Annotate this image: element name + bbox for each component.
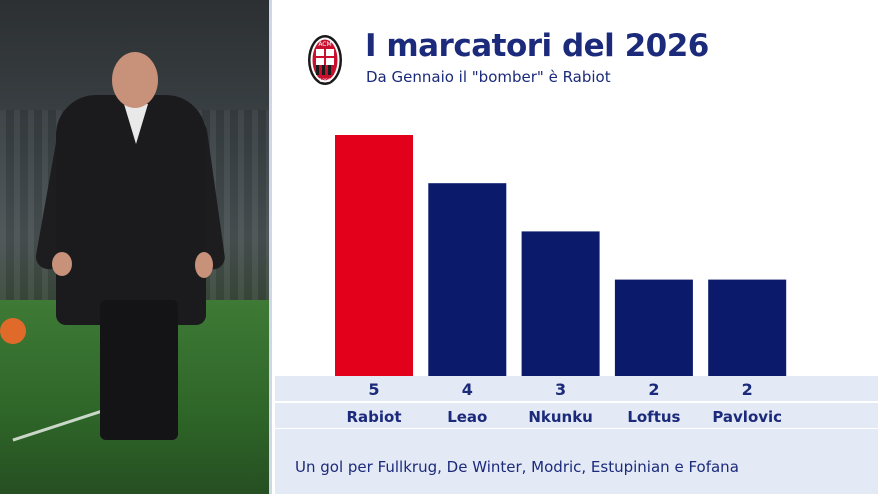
- bar-loftus: [614, 279, 693, 376]
- value-label-leao: 4: [462, 380, 473, 399]
- category-label-nkunku: Nkunku: [528, 408, 593, 426]
- crest-text-bottom: 1899: [319, 78, 331, 84]
- coach-photo: [0, 0, 272, 494]
- bar-nkunku: [521, 231, 600, 376]
- footer-band: [275, 429, 878, 494]
- coach-hand-right: [195, 252, 213, 278]
- bars-group: [335, 135, 787, 376]
- bar-leao: [428, 183, 507, 376]
- bar-rabiot: [335, 135, 413, 376]
- footer-note: Un gol per Fullkrug, De Winter, Modric, …: [295, 458, 739, 476]
- ball-icon: [0, 318, 26, 344]
- value-label-rabiot: 5: [368, 380, 379, 399]
- bar-pavlovic: [708, 279, 787, 376]
- category-label-loftus: Loftus: [627, 408, 680, 426]
- value-labels-group: 5 4 3 2 2: [368, 380, 752, 399]
- labels-band: [275, 403, 878, 428]
- value-label-pavlovic: 2: [742, 380, 753, 399]
- coach-head: [112, 52, 158, 108]
- value-label-nkunku: 3: [555, 380, 566, 399]
- crest-text-top: ACM: [318, 41, 331, 48]
- ac-milan-crest-icon: ACM 1899: [308, 35, 342, 85]
- coach-coat: [56, 95, 206, 325]
- category-labels-group: Rabiot Leao Nkunku Loftus Pavlovic: [346, 408, 782, 426]
- values-band: [275, 376, 878, 401]
- panel-divider: [269, 0, 272, 494]
- category-label-leao: Leao: [447, 408, 487, 426]
- coach-legs: [100, 300, 178, 440]
- value-label-loftus: 2: [648, 380, 659, 399]
- category-label-pavlovic: Pavlovic: [712, 408, 782, 426]
- chart-title: I marcatori del 2026: [365, 28, 709, 64]
- category-label-rabiot: Rabiot: [346, 408, 401, 426]
- chart-subtitle: Da Gennaio il "bomber" è Rabiot: [366, 68, 611, 86]
- coach-hand-left: [52, 252, 72, 276]
